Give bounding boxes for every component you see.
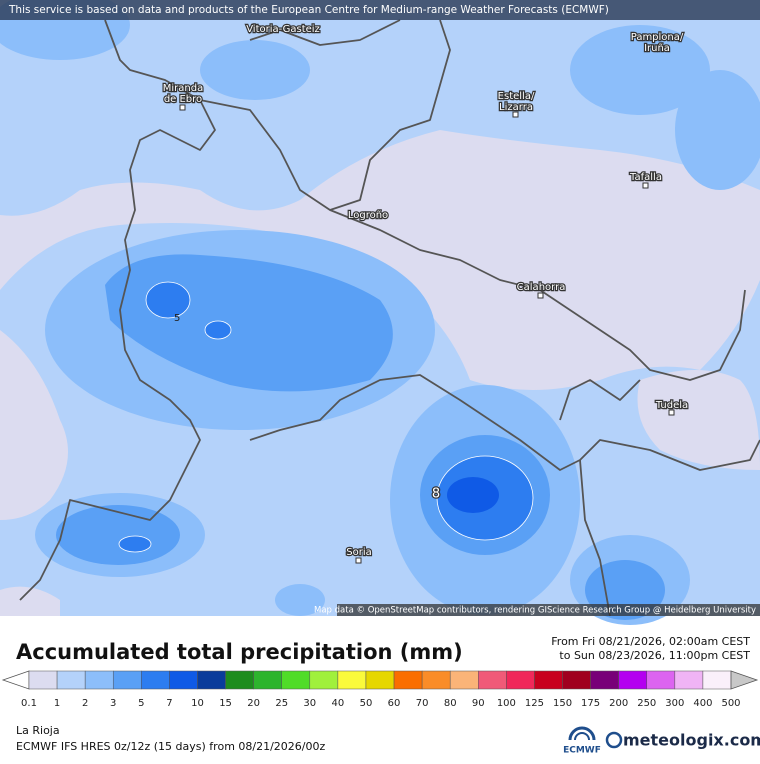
scale-box [421, 670, 451, 690]
city-label: Miranda [163, 83, 203, 94]
city-label: Tudela [655, 400, 688, 411]
scale-arrow [1, 670, 30, 690]
ecmwf-logo: ECMWF [563, 726, 601, 756]
scale-box [56, 670, 86, 690]
scale-label: 250 [637, 698, 656, 709]
city-label: Logroño [348, 210, 388, 221]
scale-box [393, 670, 423, 690]
scale-box [337, 670, 367, 690]
city-label: Tafalla [629, 172, 662, 183]
scale-label: 40 [332, 698, 345, 709]
meteologix-icon [605, 731, 623, 749]
scale-box [84, 670, 114, 690]
city-label: Soria [346, 547, 371, 558]
contour-label: 5 [174, 313, 180, 324]
attribution-box [337, 604, 760, 616]
scale-box [590, 670, 619, 690]
scale-label: 150 [553, 698, 572, 709]
scale-label: 1 [54, 698, 60, 709]
scale-label: 100 [497, 698, 516, 709]
scale-box [225, 670, 254, 690]
scale-box [506, 670, 535, 690]
model-info: ECMWF IFS HRES 0z/12z (15 days) from 08/… [16, 740, 326, 753]
city-label: Iruña [644, 43, 670, 54]
scale-box [28, 670, 58, 690]
scale-box [618, 670, 648, 690]
scale-label: 90 [472, 698, 485, 709]
scale-label: 500 [721, 698, 740, 709]
scale-label: 50 [360, 698, 373, 709]
scale-box [674, 670, 704, 690]
attribution: Map data © OpenStreetMap contributors, r… [314, 606, 756, 616]
scale-box [281, 670, 311, 690]
scale-label: 60 [388, 698, 401, 709]
scale-label: 175 [581, 698, 600, 709]
scale-label: 125 [525, 698, 544, 709]
banner [0, 0, 760, 20]
region: La Rioja [16, 724, 60, 737]
scale-box [449, 670, 479, 690]
scale-label: 3 [110, 698, 116, 709]
scale-box [534, 670, 563, 690]
period-to: to Sun 08/23/2026, 11:00pm CEST [559, 649, 750, 662]
city-label: Estella/ [498, 91, 535, 102]
scale-box [562, 670, 591, 690]
scale-label: 300 [665, 698, 684, 709]
scale-label: 20 [247, 698, 260, 709]
scale-box [365, 670, 395, 690]
banner-text: This service is based on data and produc… [8, 4, 609, 16]
scale-label: 70 [416, 698, 429, 709]
scale-label: 7 [166, 698, 172, 709]
ecmwf-text: ECMWF [563, 746, 601, 756]
city-label: Vitoria-Gasteiz [246, 24, 320, 35]
scale-label: 30 [303, 698, 316, 709]
meteologix-text: meteologix.com [623, 731, 760, 750]
scale-box [646, 670, 676, 690]
legend-title: Accumulated total precipitation (mm) [16, 640, 463, 664]
city-label: Pamplona/ [631, 32, 684, 43]
period-from: From Fri 08/21/2026, 02:00am CEST [551, 635, 750, 648]
scale-label: 80 [444, 698, 457, 709]
scale-box [309, 670, 339, 690]
city-label: Lizarra [499, 102, 533, 113]
scale-label: 25 [275, 698, 288, 709]
precipitation-field [0, 0, 760, 625]
scale-label: 2 [82, 698, 88, 709]
scale-label: 200 [609, 698, 628, 709]
scale-label: 10 [191, 698, 204, 709]
scale-label: 15 [219, 698, 232, 709]
scale-box [141, 670, 170, 690]
scale-box [197, 670, 226, 690]
scale-arrow [730, 670, 759, 690]
city-label: Calahorra [517, 282, 566, 293]
city-label: de Ebro [164, 94, 202, 105]
borders [19, 19, 760, 617]
scale-label: 0.1 [21, 698, 37, 709]
city-markers [179, 104, 675, 564]
color-scale: 0.1 1 2 3 5 7 10 15 20 25 30 40 50 60 70 80 90 100 125 150 1… [1, 670, 759, 709]
scale-box [169, 670, 198, 690]
scale-label: 5 [138, 698, 144, 709]
scale-box [253, 670, 282, 690]
scale-label: 400 [693, 698, 712, 709]
contour-label: 8 [432, 487, 440, 502]
scale-box [112, 670, 142, 690]
scale-box [478, 670, 507, 690]
scale-box [702, 670, 732, 690]
